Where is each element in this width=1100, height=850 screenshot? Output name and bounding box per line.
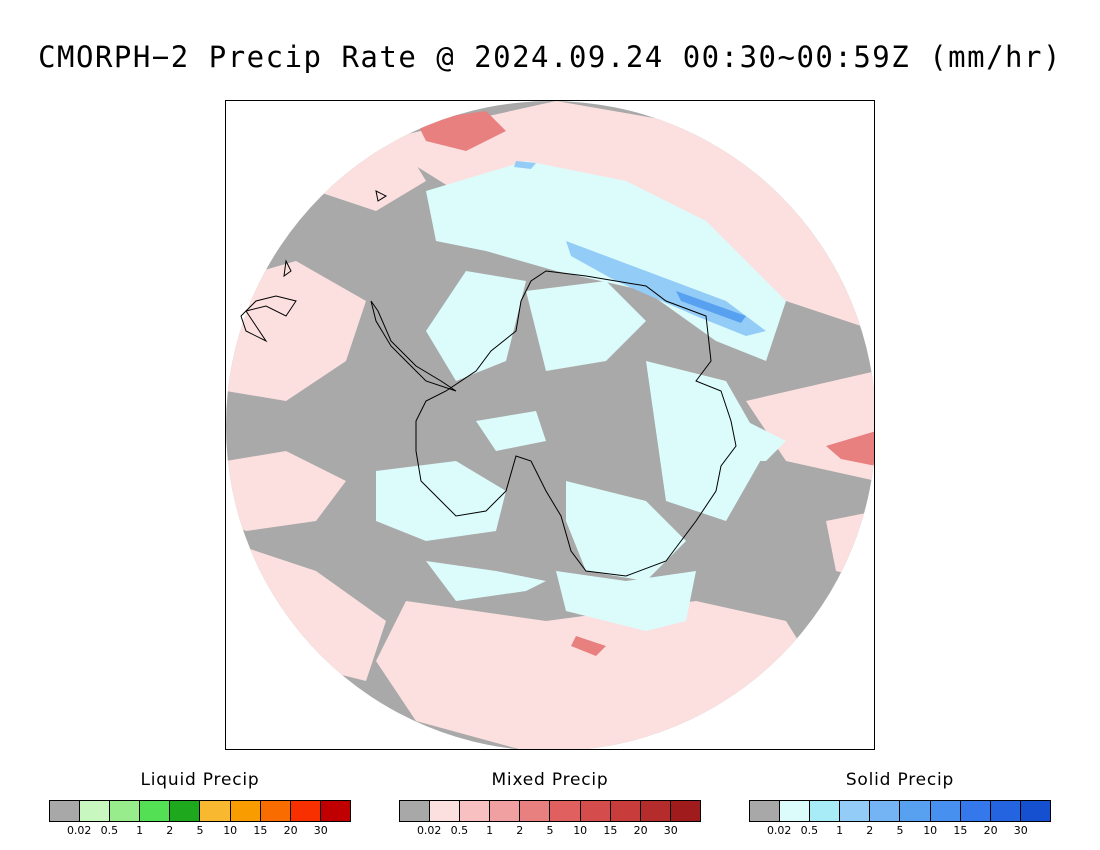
legend-swatch: [930, 801, 961, 821]
legend-colorbar-mixed: [399, 800, 701, 822]
legend-swatch: [750, 801, 781, 821]
legend-swatch: [870, 801, 901, 821]
legend-tick-label: 0.5: [100, 824, 119, 837]
antarctic-peninsula: [370, 300, 457, 392]
legend-swatch: [520, 801, 551, 821]
legend-swatch: [430, 801, 461, 821]
legend-swatch: [990, 801, 1021, 821]
coastlines: [240, 190, 737, 577]
legend-title-liquid: Liquid Precip: [140, 770, 260, 790]
legend-ticks-mixed: 0.02 0.5 1 2 5 10 15 20 30: [399, 824, 701, 840]
legend-ticks-solid: 0.02 0.5 1 2 5 10 15 20 30: [749, 824, 1051, 840]
legend-tick-label: 30: [1013, 824, 1028, 837]
legend-swatch: [140, 801, 171, 821]
legend-swatch: [550, 801, 581, 821]
legend-tick-label: 0.02: [766, 824, 792, 837]
legend-tick-label: 0.02: [66, 824, 92, 837]
legend-solid: Solid Precip 0.02 0.5 1 2 5 10 15 20 30: [749, 770, 1051, 840]
legend-swatch: [320, 801, 350, 821]
legend-tick-label: 0.5: [800, 824, 819, 837]
legend-mixed: Mixed Precip 0.02 0.5 1 2 5 10 15 20 30: [399, 770, 701, 840]
legend-swatch: [260, 801, 291, 821]
legend-ticks-liquid: 0.02 0.5 1 2 5 10 15 20 30: [49, 824, 351, 840]
legend-tick-label: 30: [313, 824, 328, 837]
legend-tick-label: 20: [983, 824, 998, 837]
polar-map-svg: [226, 101, 874, 749]
legend-swatch: [810, 801, 841, 821]
legend-swatch: [460, 801, 491, 821]
legend-tick-label: 1: [486, 824, 494, 837]
legend-colorbar-liquid: [49, 800, 351, 822]
legend-colorbar-solid: [749, 800, 1051, 822]
legend-tick-label: 20: [633, 824, 648, 837]
legend-swatch: [900, 801, 931, 821]
legend-tick-label: 30: [663, 824, 678, 837]
legend-tick-label: 0.02: [416, 824, 442, 837]
legend-swatch: [290, 801, 321, 821]
legend-swatch: [780, 801, 811, 821]
legend-swatch: [840, 801, 871, 821]
legend-swatch: [640, 801, 671, 821]
legend-swatch: [200, 801, 231, 821]
legend-swatch: [170, 801, 201, 821]
precip-field: [226, 101, 874, 749]
legend-swatch: [80, 801, 111, 821]
legend-swatch: [50, 801, 81, 821]
legend-tick-label: 2: [166, 824, 174, 837]
legend-tick-label: 10: [223, 824, 238, 837]
legend-tick-label: 15: [953, 824, 968, 837]
legend-tick-label: 5: [546, 824, 554, 837]
legend-tick-label: 15: [603, 824, 618, 837]
precip-map: [225, 100, 875, 750]
legend-swatch: [230, 801, 261, 821]
legend-swatch: [110, 801, 141, 821]
island-outline-2: [375, 190, 388, 202]
legend-tick-label: 1: [136, 824, 144, 837]
legend-tick-label: 1: [836, 824, 844, 837]
legend-tick-label: 0.5: [450, 824, 469, 837]
legend-swatch: [670, 801, 700, 821]
legend-swatch: [610, 801, 641, 821]
legend-tick-label: 2: [516, 824, 524, 837]
legend-liquid: Liquid Precip 0.02 0.5 1 2 5 10 15 20 30: [49, 770, 351, 840]
legend-swatch: [960, 801, 991, 821]
legend-title-solid: Solid Precip: [845, 770, 955, 790]
island-outline: [283, 259, 292, 278]
legend-swatch: [1020, 801, 1050, 821]
legend-swatch: [400, 801, 431, 821]
solid-precip-strongest: [676, 291, 746, 323]
legend-tick-label: 10: [923, 824, 938, 837]
legend-tick-label: 10: [573, 824, 588, 837]
legend-tick-label: 15: [253, 824, 268, 837]
legend-tick-label: 5: [896, 824, 904, 837]
solid-precip-regions: [376, 161, 786, 631]
legend-tick-label: 20: [283, 824, 298, 837]
chart-title: CMORPH−2 Precip Rate @ 2024.09.24 00:30~…: [38, 40, 1062, 74]
legend-title-mixed: Mixed Precip: [491, 770, 609, 790]
legend-swatch: [490, 801, 521, 821]
legend-swatch: [580, 801, 611, 821]
legend-tick-label: 2: [866, 824, 874, 837]
legend-tick-label: 5: [196, 824, 204, 837]
south-america-tip: [240, 295, 297, 343]
